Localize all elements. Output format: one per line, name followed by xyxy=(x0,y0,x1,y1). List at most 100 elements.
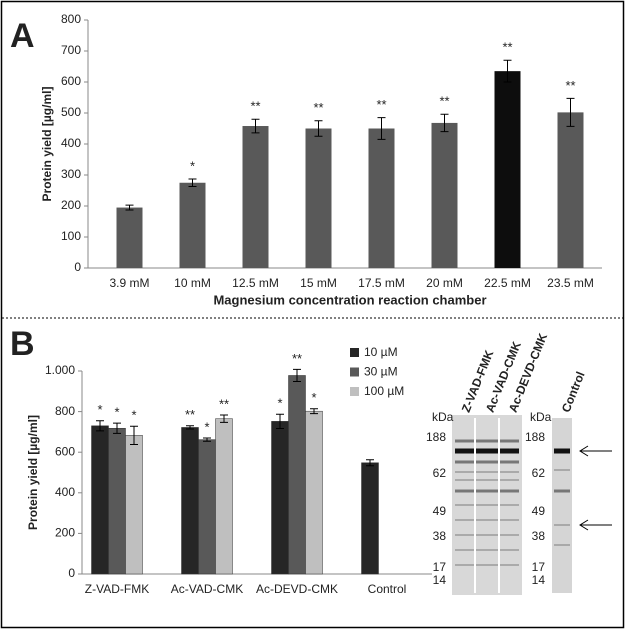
error-bar xyxy=(377,117,386,140)
error-bar xyxy=(310,408,318,415)
significance-label: ** xyxy=(250,99,260,114)
y-tick-label: 700 xyxy=(61,43,81,57)
gel-marker-label: 62 xyxy=(532,466,546,480)
legend-label: 10 µM xyxy=(364,345,398,359)
y-tick-label: 800 xyxy=(55,404,75,418)
bar xyxy=(368,128,395,268)
gel-unit: kDa xyxy=(530,410,552,424)
error-bar xyxy=(314,120,323,137)
gel-marker-label: 188 xyxy=(525,430,545,444)
significance-label: ** xyxy=(185,407,195,422)
y-tick-label: 1.000 xyxy=(45,363,75,377)
y-tick-label: 400 xyxy=(55,485,75,499)
y-tick-label: 600 xyxy=(61,74,81,88)
gel-marker-label: 49 xyxy=(433,504,447,518)
bar xyxy=(305,128,332,268)
significance-label: ** xyxy=(219,396,229,411)
error-bar xyxy=(293,368,301,383)
y-tick-label: 100 xyxy=(61,229,81,243)
significance-label: ** xyxy=(565,78,575,93)
x-tick-label: Z-VAD-FMK xyxy=(85,582,149,596)
bar xyxy=(557,112,584,268)
legend-swatch xyxy=(350,367,359,377)
legend-swatch xyxy=(350,387,359,396)
bar xyxy=(179,182,206,268)
x-tick-label: 15 mM xyxy=(300,276,337,290)
bar xyxy=(431,122,458,268)
bar xyxy=(181,427,199,575)
significance-label: * xyxy=(190,158,195,173)
error-bar xyxy=(203,437,211,442)
x-tick-label: 22.5 mM xyxy=(484,276,531,290)
gel-marker-label: 188 xyxy=(426,430,446,444)
error-bar xyxy=(503,59,512,83)
x-tick-label: 23.5 mM xyxy=(547,276,594,290)
gel-marker-label: 38 xyxy=(433,529,447,543)
y-tick-label: 300 xyxy=(61,167,81,181)
significance-label: * xyxy=(277,396,282,411)
x-tick-label: 17.5 mM xyxy=(358,276,405,290)
y-tick-label: 0 xyxy=(74,260,81,274)
bar xyxy=(271,421,289,575)
gel-marker-label: 17 xyxy=(532,560,546,574)
x-tick-label: Ac-VAD-CMK xyxy=(171,582,243,596)
error-bar xyxy=(366,459,374,467)
legend-label: 30 µM xyxy=(364,365,398,379)
legend-label: 100 µM xyxy=(364,384,404,398)
gel-image xyxy=(452,415,612,595)
significance-label: ** xyxy=(292,351,302,366)
gel-marker-label: 62 xyxy=(433,466,447,480)
y-tick-label: 200 xyxy=(55,526,75,540)
y-tick-label: 800 xyxy=(61,12,81,26)
x-tick-label: 10 mM xyxy=(174,276,211,290)
legend-swatch xyxy=(350,348,359,357)
bar xyxy=(198,439,216,575)
bar xyxy=(305,410,323,575)
error-bar xyxy=(130,425,138,445)
y-tick-label: 600 xyxy=(55,444,75,458)
bar xyxy=(494,71,521,269)
gel-marker-label: 14 xyxy=(532,573,546,587)
gel-unit: kDa xyxy=(432,410,454,424)
gel-marker-label: 49 xyxy=(532,504,546,518)
bar xyxy=(91,425,109,575)
significance-label: * xyxy=(311,390,316,405)
y-axis-title: Protein yield [µg/ml] xyxy=(40,87,54,202)
gel-marker-label: 14 xyxy=(433,573,447,587)
bar xyxy=(108,427,126,575)
error-bar xyxy=(96,420,104,432)
gel-marker-label: 38 xyxy=(532,529,546,543)
error-bar xyxy=(186,425,194,430)
bar xyxy=(125,435,143,575)
x-tick-label: Ac-DEVD-CMK xyxy=(256,582,338,596)
bar xyxy=(361,462,379,575)
significance-label: * xyxy=(131,408,136,423)
significance-label: * xyxy=(97,402,102,417)
y-tick-label: 400 xyxy=(61,136,81,150)
y-tick-label: 200 xyxy=(61,198,81,212)
significance-label: * xyxy=(204,419,209,434)
error-bar xyxy=(220,414,228,423)
bar xyxy=(215,418,233,575)
bar xyxy=(242,126,269,269)
error-bar xyxy=(566,97,575,127)
error-bar xyxy=(188,178,197,187)
significance-label: ** xyxy=(376,97,386,112)
x-tick-label: Control xyxy=(368,582,407,596)
significance-label: ** xyxy=(313,100,323,115)
significance-label: ** xyxy=(502,40,512,55)
y-tick-label: 0 xyxy=(68,566,75,580)
significance-label: ** xyxy=(439,94,449,109)
error-bar xyxy=(251,118,260,134)
panel-label: B xyxy=(10,325,35,363)
x-tick-label: 3.9 mM xyxy=(109,276,149,290)
y-tick-label: 500 xyxy=(61,105,81,119)
x-tick-label: 12.5 mM xyxy=(232,276,279,290)
error-bar xyxy=(276,413,284,429)
bar xyxy=(288,375,306,575)
bar xyxy=(116,207,143,268)
y-axis-title: Protein yield [µg/ml] xyxy=(26,415,40,530)
gel-marker-label: 17 xyxy=(433,560,447,574)
x-tick-label: 20 mM xyxy=(426,276,463,290)
